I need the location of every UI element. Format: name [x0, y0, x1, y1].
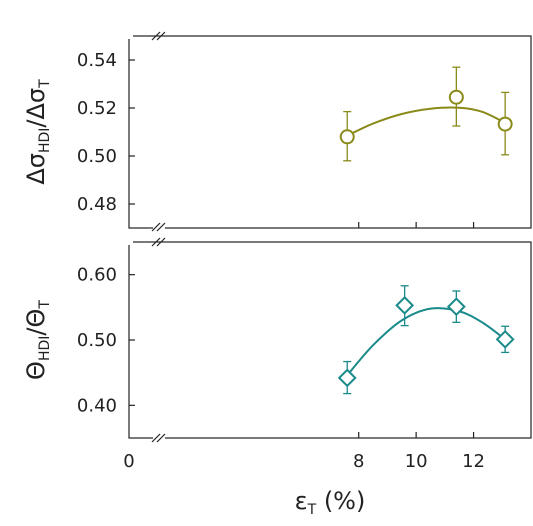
top-y-tick-label: 0.48: [77, 194, 117, 215]
bottom-x-break-mark-1: [151, 433, 161, 443]
bottom-y-axis-label: ΘHDI/ΘT: [22, 300, 53, 380]
top-y-label-denom: /Δσ: [22, 88, 50, 128]
top-plot-frame: [128, 35, 532, 229]
top-y-axis-label: ΔσHDI/ΔσT: [22, 79, 53, 185]
top-x-break-mark-2: [156, 222, 166, 232]
bottom-y-break-gap: [125, 236, 133, 245]
x-tick-label: 10: [405, 451, 428, 472]
bottom-break: [125, 236, 166, 443]
bottom-y-label-denom: /Θ: [22, 309, 50, 336]
top-ticks: 0.48 0.50 0.52 0.54: [77, 50, 475, 228]
top-y-tick-label: 0.52: [77, 98, 117, 119]
x-tick-label: 8: [353, 451, 364, 472]
bottom-y-tick-label: 0.50: [77, 330, 117, 351]
top-y-label-sub: HDI: [37, 128, 53, 153]
bottom-x-break-mark-2: [156, 433, 166, 443]
x-tick-label: 12: [462, 451, 485, 472]
top-data-point: [497, 116, 513, 132]
top-data-point: [448, 89, 464, 105]
x-axis-label: εT (%): [295, 487, 366, 518]
top-y-break-mark-1: [151, 31, 161, 41]
top-x-break-mark-1: [151, 222, 161, 232]
bottom-y-label-main: Θ: [22, 361, 50, 380]
top-y-break: [125, 30, 166, 232]
panel-top: 0.48 0.50 0.52 0.54 ΔσHDI/ΔσT: [22, 30, 532, 232]
bottom-plot-frame: [128, 241, 532, 439]
bottom-y-tick-label: 0.40: [77, 395, 117, 416]
top-y-tick-label: 0.54: [77, 50, 117, 71]
x-tick-label: 0: [123, 451, 134, 472]
bottom-fit-curve: [346, 307, 506, 376]
bottom-data-point: [395, 295, 415, 315]
x-label-rest: (%): [316, 487, 365, 515]
top-y-label-denom-sub: T: [37, 79, 53, 89]
bottom-y-break-mark-2: [156, 237, 166, 247]
bottom-y-tick-label: 0.60: [77, 265, 117, 286]
bottom-data-point: [495, 329, 515, 349]
bottom-y-label-sub: HDI: [37, 336, 53, 361]
bottom-y-label-denom-sub: T: [37, 300, 53, 310]
top-data-point: [339, 129, 355, 145]
bottom-data-point: [337, 368, 357, 388]
panel-bottom: 0.400.500.600 8 10 12 ΘHDI/ΘT εT (%): [22, 236, 532, 518]
top-x-break-gap: [153, 223, 165, 232]
top-fit-curve: [346, 106, 506, 137]
x-label-main: ε: [295, 487, 308, 515]
bottom-ticks: 0.40 0.50 0.60 0 8 10 12: [77, 265, 485, 472]
top-y-tick-label: 0.50: [77, 146, 117, 167]
bottom-data-point: [446, 297, 466, 317]
x-label-sub: T: [307, 502, 317, 518]
bottom-y-break-mark-1: [151, 237, 161, 247]
top-y-break-mark-2: [156, 31, 166, 41]
bottom-data-marks: [337, 285, 515, 395]
top-y-label-main: Δσ: [22, 153, 50, 185]
top-data-marks: [339, 66, 513, 162]
bottom-x-break-gap: [153, 433, 165, 442]
top-y-break-gap: [125, 30, 133, 39]
